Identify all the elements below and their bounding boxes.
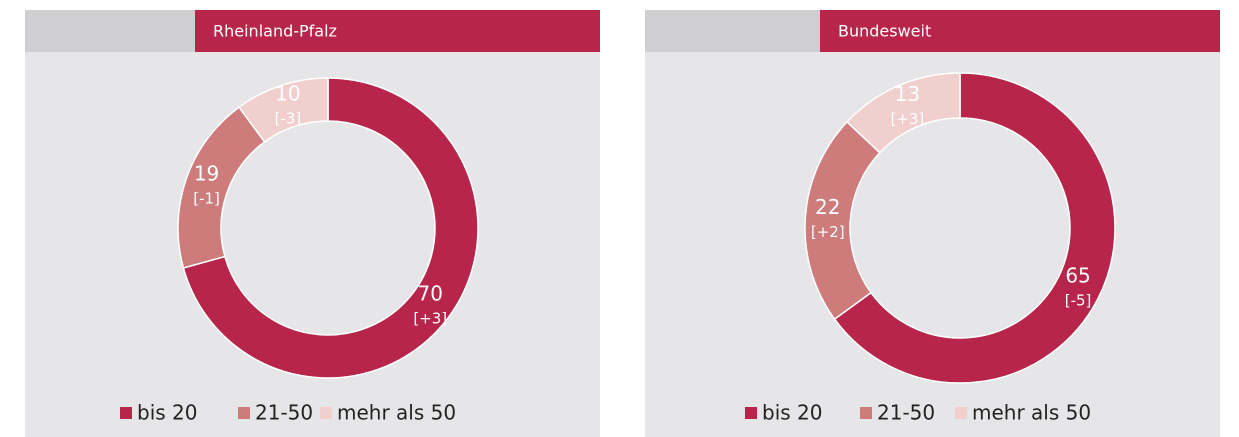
change-label: [+2]: [811, 223, 845, 241]
legend-swatch: [955, 407, 967, 419]
legend-label: 21-50: [255, 401, 313, 425]
change-label: [-1]: [193, 189, 220, 207]
legend-label: bis 20: [762, 401, 822, 425]
legend-swatch: [745, 407, 757, 419]
value-label: 13: [895, 82, 920, 106]
donut-segment: [833, 72, 1116, 384]
donut-segment: [182, 77, 479, 379]
legend-swatch: [238, 407, 250, 419]
value-label: 22: [815, 195, 840, 219]
chart-title: Bundesweit: [838, 22, 931, 41]
value-label: 70: [418, 281, 443, 305]
donut-segment: [238, 77, 329, 143]
legend-swatch: [120, 407, 132, 419]
change-label: [+3]: [413, 309, 447, 327]
value-label: 10: [275, 81, 300, 105]
header-gray: [645, 10, 820, 52]
header-gray: [25, 10, 195, 52]
legend-label: mehr als 50: [972, 401, 1091, 425]
change-label: [+3]: [890, 110, 924, 128]
change-label: [-5]: [1065, 292, 1092, 310]
legend-label: 21-50: [877, 401, 935, 425]
legend-label: bis 20: [137, 401, 197, 425]
change-label: [-3]: [275, 109, 302, 127]
legend-label: mehr als 50: [337, 401, 456, 425]
header-red: [820, 10, 1220, 52]
legend-swatch: [320, 407, 332, 419]
header-red: [195, 10, 600, 52]
legend-swatch: [860, 407, 872, 419]
chart-title: Rheinland-Pfalz: [213, 22, 337, 41]
donut-segment: [845, 72, 961, 154]
value-label: 65: [1065, 264, 1090, 288]
value-label: 19: [194, 161, 219, 185]
